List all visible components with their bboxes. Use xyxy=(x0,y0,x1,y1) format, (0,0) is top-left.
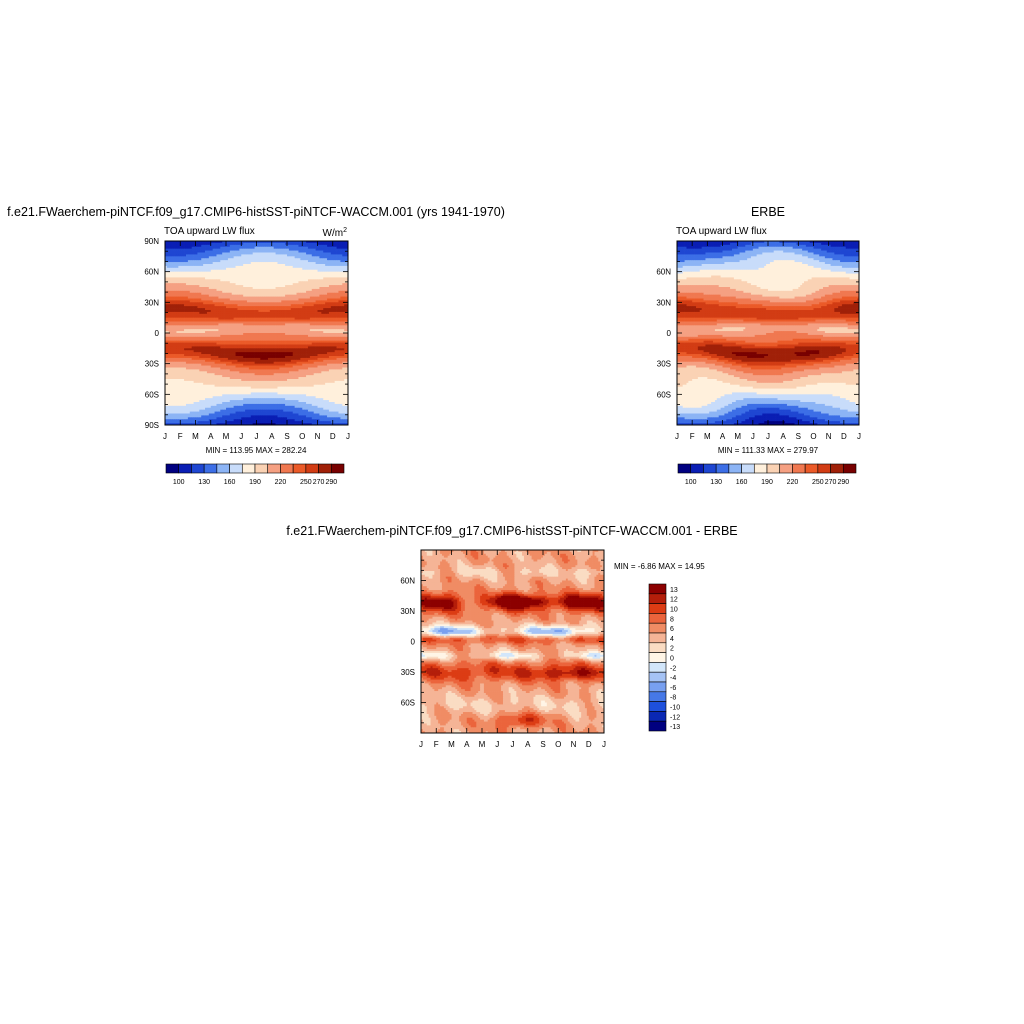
model-units: W/m2 xyxy=(323,227,348,239)
model-subtitle: TOA upward LW flux xyxy=(164,226,255,237)
model-cells xyxy=(165,241,348,425)
model-title: f.e21.FWaerchem-piNTCF.f09_g17.CMIP6-his… xyxy=(7,205,505,219)
model-panel: f.e21.FWaerchem-piNTCF.f09_g17.CMIP6-his… xyxy=(7,205,505,486)
